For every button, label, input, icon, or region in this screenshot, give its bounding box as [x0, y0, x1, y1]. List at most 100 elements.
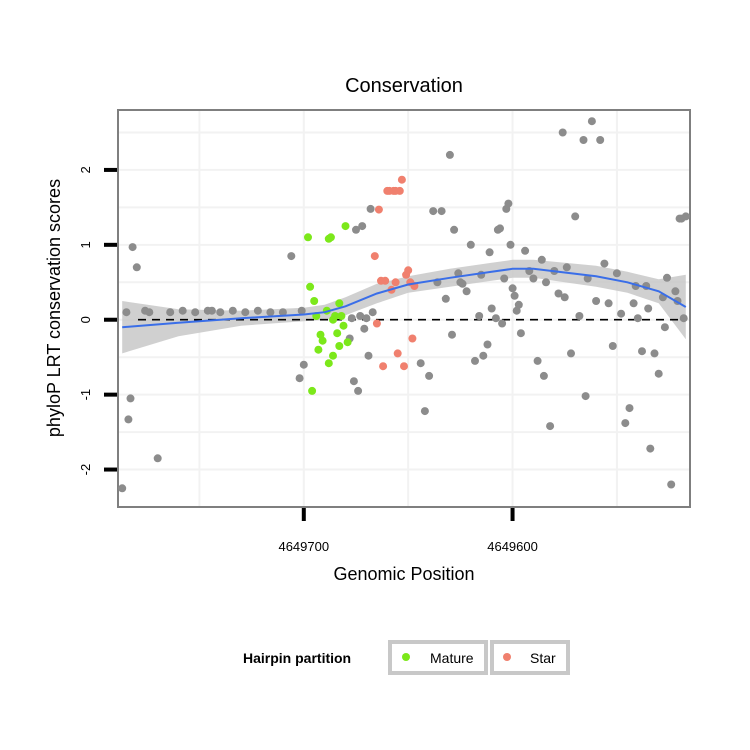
- point-star: [404, 266, 413, 275]
- point-other: [456, 278, 465, 287]
- point-star: [370, 252, 379, 261]
- point-other: [592, 297, 601, 305]
- point-other: [466, 240, 475, 249]
- point-other: [216, 308, 225, 317]
- point-other: [118, 484, 127, 493]
- point-mature: [304, 233, 312, 242]
- point-other: [128, 243, 137, 252]
- point-other: [297, 306, 306, 315]
- point-other: [546, 422, 555, 431]
- point-other: [471, 356, 479, 365]
- point-other: [504, 199, 513, 208]
- point-other: [625, 404, 634, 413]
- point-other: [445, 150, 454, 159]
- point-other: [487, 304, 496, 313]
- point-other: [516, 329, 525, 338]
- point-other: [654, 369, 663, 378]
- point-other: [360, 324, 369, 333]
- point-mature: [316, 330, 325, 339]
- point-other: [521, 246, 530, 255]
- point-other: [178, 306, 187, 315]
- point-star: [408, 334, 417, 343]
- point-star: [381, 276, 390, 285]
- legend-key-star: [503, 653, 511, 661]
- point-other: [667, 480, 676, 489]
- point-other: [508, 284, 517, 293]
- point-mature: [339, 321, 348, 330]
- point-other: [644, 304, 653, 313]
- point-other: [500, 274, 509, 283]
- legend-label-star: Star: [530, 650, 556, 666]
- point-star: [379, 362, 388, 371]
- y-tick-label: 1: [78, 241, 93, 248]
- point-other: [638, 347, 646, 356]
- plot-panel: [117, 109, 691, 508]
- point-star: [391, 278, 400, 287]
- point-other: [596, 136, 605, 144]
- point-other: [562, 263, 571, 272]
- point-mature: [343, 338, 352, 347]
- point-other: [368, 308, 377, 317]
- point-other: [124, 415, 133, 424]
- point-mature: [308, 386, 317, 395]
- point-other: [581, 392, 590, 401]
- point-other: [498, 319, 507, 328]
- y-tick-label: 0: [78, 316, 93, 323]
- point-other: [347, 314, 356, 323]
- x-axis-label: Genomic Position: [333, 564, 474, 584]
- point-mature: [331, 312, 340, 320]
- point-other: [126, 394, 135, 403]
- point-other: [132, 263, 141, 272]
- point-other: [567, 349, 575, 358]
- point-other: [145, 308, 154, 317]
- point-other: [575, 312, 584, 320]
- point-mature: [306, 282, 315, 291]
- point-other: [253, 306, 262, 315]
- point-other: [496, 224, 504, 233]
- point-other: [166, 308, 175, 317]
- point-other: [646, 444, 655, 453]
- smooth-confidence-band: [122, 259, 686, 354]
- point-star: [395, 186, 404, 195]
- point-mature: [333, 329, 342, 338]
- point-other: [299, 360, 308, 369]
- point-mature: [341, 222, 350, 231]
- point-other: [358, 222, 367, 231]
- point-other: [533, 356, 542, 365]
- point-other: [356, 312, 365, 320]
- point-mature: [335, 299, 344, 308]
- legend: Hairpin partition Mature Star: [243, 640, 570, 675]
- point-other: [191, 308, 200, 317]
- point-star: [372, 319, 381, 328]
- point-other: [514, 300, 523, 309]
- legend-key-mature-box: [388, 640, 488, 675]
- point-other: [554, 289, 563, 298]
- point-other: [660, 323, 669, 332]
- point-other: [681, 212, 690, 221]
- point-other: [448, 330, 456, 339]
- point-other: [579, 136, 588, 144]
- point-other: [663, 273, 671, 282]
- point-mature: [337, 312, 346, 320]
- point-other: [475, 312, 484, 320]
- point-other: [450, 225, 459, 234]
- point-star: [374, 205, 383, 214]
- x-tick-label: 4649600: [487, 539, 538, 554]
- point-other: [416, 359, 425, 368]
- point-other: [537, 255, 546, 264]
- point-other: [539, 371, 548, 380]
- point-other: [295, 374, 304, 383]
- point-other: [542, 278, 550, 287]
- point-other: [621, 419, 630, 428]
- point-other: [633, 314, 642, 323]
- point-other: [122, 308, 131, 317]
- point-other: [650, 349, 659, 358]
- y-tick-label: 2: [78, 166, 93, 173]
- point-other: [287, 252, 296, 261]
- point-other: [352, 225, 360, 234]
- x-axis: 4649700 4649600: [278, 508, 538, 554]
- point-other: [485, 248, 494, 257]
- point-other: [153, 454, 162, 463]
- point-other: [600, 259, 609, 268]
